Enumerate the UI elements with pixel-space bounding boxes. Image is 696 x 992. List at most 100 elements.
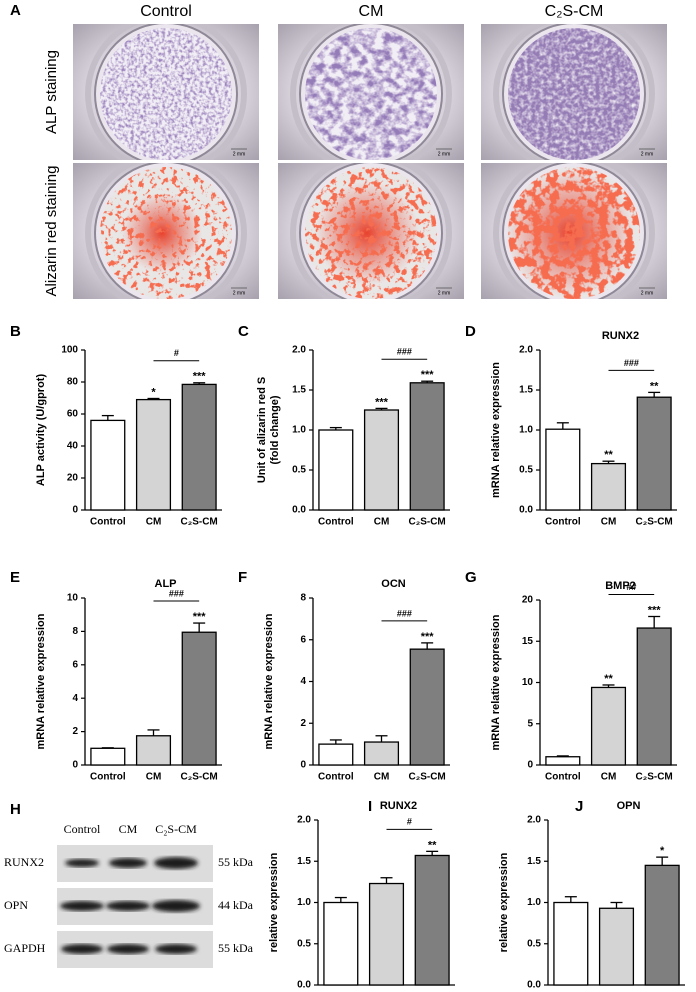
x-tick-label: C₂S-CM: [636, 517, 673, 528]
bar: [414, 854, 450, 986]
significance-label: **: [604, 449, 613, 461]
lane-label: CM: [119, 822, 138, 836]
x-tick-label: C₂S-CM: [636, 772, 673, 783]
photo: 2 mm: [73, 163, 259, 299]
photo-content: 2 mm: [73, 163, 259, 299]
panel-letter: H: [10, 801, 21, 818]
significance-label: ***: [421, 631, 435, 643]
photo: 2 mm: [278, 24, 464, 160]
significance-label: ***: [193, 611, 207, 623]
well-rim: [493, 163, 655, 299]
y-tick-label: 40: [67, 441, 79, 452]
y-tick-label: 2.0: [527, 815, 541, 826]
panel-letter: C: [238, 323, 249, 340]
bar: [363, 741, 400, 766]
y-tick-label: 6: [72, 659, 78, 670]
y-tick-label: 0.0: [527, 980, 541, 991]
well-rim: [493, 24, 655, 160]
x-tick-label: Control: [545, 772, 581, 783]
panel-letter: E: [10, 569, 20, 586]
scale-label: 2 mm: [233, 290, 246, 296]
blot-band: [154, 857, 198, 869]
y-tick-label: 0: [72, 760, 78, 771]
y-tick-label: 1.0: [519, 425, 533, 436]
y-tick-label: 10: [522, 677, 534, 688]
bar: [545, 428, 581, 511]
scale-label: 2 mm: [438, 151, 451, 157]
x-tick-label: CM: [601, 517, 617, 528]
y-tick-label: 0.0: [297, 980, 311, 991]
bar: [590, 686, 627, 766]
x-tick-label: Control: [90, 517, 126, 528]
comparison-label: #: [174, 348, 179, 358]
bar: [135, 735, 172, 766]
panel-letter: A: [10, 2, 21, 19]
blot-band: [107, 944, 149, 954]
bar: [553, 901, 589, 986]
x-tick-label: C₂S-CM: [409, 772, 446, 783]
bar: [181, 383, 217, 511]
blot-band: [60, 901, 104, 911]
photo: 2 mm: [481, 24, 667, 160]
y-tick-label: 1.5: [519, 385, 533, 396]
blot-band: [65, 859, 99, 867]
y-axis-label: relative expression: [268, 852, 280, 952]
bar: [318, 743, 354, 766]
y-axis-label: mRNA relative expression: [35, 613, 47, 749]
y-tick-label: 0.5: [527, 938, 541, 949]
x-tick-label: Control: [90, 772, 126, 783]
y-tick-label: 0: [300, 760, 306, 771]
size-label: 55 kDa: [218, 941, 254, 955]
panel-letter: J: [575, 798, 583, 815]
x-tick-label: C₂S-CM: [181, 517, 218, 528]
y-axis-label: ALP activity (U/gprot): [35, 374, 47, 487]
bar: [363, 409, 400, 511]
chart-title: BMP2: [605, 580, 636, 592]
x-tick-label: CM: [146, 772, 162, 783]
bar: [644, 864, 680, 986]
y-tick-label: 100: [61, 345, 78, 356]
y-axis-label: Unit of alizarin red S: [256, 377, 268, 483]
scale-label: 2 mm: [641, 151, 654, 157]
bar: [636, 627, 672, 766]
significance-label: ***: [193, 371, 207, 383]
protein-label: RUNX2: [4, 855, 44, 869]
y-axis-label: mRNA relative expression: [490, 614, 502, 750]
bar: [368, 882, 405, 986]
bar: [90, 419, 126, 511]
y-tick-label: 6: [300, 634, 306, 645]
photo-content: 2 mm: [73, 24, 259, 160]
y-axis-label: mRNA relative expression: [263, 613, 275, 749]
y-tick-label: 0: [527, 760, 533, 771]
comparison-label: ###: [169, 588, 184, 598]
blot-band: [106, 901, 150, 911]
photo-content: 2 mm: [278, 163, 464, 299]
well-rim: [85, 24, 247, 160]
well-rim: [85, 163, 247, 299]
bar: [598, 907, 635, 986]
chart-title: ALP: [155, 578, 177, 590]
significance-label: ***: [375, 396, 389, 408]
y-tick-label: 20: [522, 595, 534, 606]
y-axis-label: relative expression: [498, 852, 510, 952]
panel-letter: G: [465, 569, 477, 586]
y-tick-label: 1.5: [292, 385, 306, 396]
bar: [90, 747, 126, 766]
y-tick-label: 2: [300, 718, 306, 729]
photo-content: 2 mm: [481, 24, 667, 160]
lane-label: C₂S-CM: [155, 822, 197, 836]
y-axis-label: mRNA relative expression: [490, 362, 502, 498]
comparison-label: ###: [624, 358, 639, 368]
protein-label: GAPDH: [4, 941, 46, 955]
significance-label: ***: [421, 369, 435, 381]
bar: [590, 462, 627, 511]
y-tick-label: 4: [300, 676, 306, 687]
y-tick-label: 2.0: [297, 815, 311, 826]
y-tick-label: 1.0: [297, 897, 311, 908]
y-tick-label: 8: [300, 593, 306, 604]
blot-band: [152, 900, 200, 912]
photo: 2 mm: [278, 163, 464, 299]
size-label: 55 kDa: [218, 855, 254, 869]
bar: [545, 756, 581, 766]
lane-label: Control: [64, 822, 101, 836]
